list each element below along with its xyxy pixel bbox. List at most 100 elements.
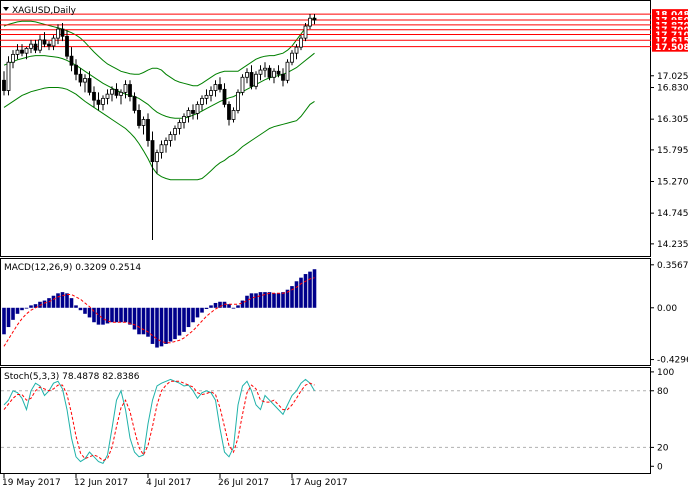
macd-histogram-bar	[69, 298, 74, 308]
stoch-axis: 100 80 20 0	[651, 368, 674, 472]
price-tick-label: 15.270	[657, 178, 688, 188]
candle-body-bull	[303, 25, 308, 39]
stoch-label: Stoch(5,3,3) 78.4878 82.8386	[4, 372, 140, 382]
candle-body-bear	[146, 119, 150, 141]
candle-body-bull	[290, 52, 294, 63]
candle-body-bear	[33, 43, 38, 51]
macd-histogram-bar	[222, 301, 227, 308]
macd-histogram-bar	[78, 307, 83, 311]
symbol-title[interactable]: XAGUSD,Daily	[3, 6, 77, 16]
macd-histogram-bar	[290, 286, 294, 308]
candle-body-bull	[200, 97, 204, 105]
macd-histogram-bar	[137, 307, 141, 335]
macd-histogram-bar	[209, 305, 213, 308]
macd-histogram-bar	[285, 289, 290, 308]
macd-histogram-bar	[105, 307, 110, 324]
candle-body-bull	[299, 37, 303, 48]
macd-histogram-bar	[303, 274, 308, 308]
price-axis: 17.025 16.830 16.305 15.795 15.270 14.745 14.2…	[651, 72, 688, 250]
macd-histogram-bar	[200, 307, 204, 313]
candle-body-bull	[294, 46, 299, 54]
candle-body-bear	[281, 73, 285, 81]
candle-body-bear	[150, 140, 155, 163]
candle-body-bull	[119, 91, 123, 96]
candle-body-bull	[51, 37, 56, 47]
candle-body-bull	[254, 73, 258, 87]
candle-body-bull	[272, 70, 276, 78]
candle-body-bear	[20, 49, 24, 54]
macd-histogram-bar	[2, 307, 6, 335]
candle-body-bull	[308, 17, 312, 27]
bollinger-middle-line	[3, 52, 315, 119]
macd-histogram-bar	[101, 307, 105, 325]
candle-body-bear	[42, 39, 47, 45]
macd-histogram-bar	[227, 304, 231, 308]
macd-histogram-bar	[236, 305, 240, 308]
time-tick-label: 12 Jun 2017	[74, 478, 128, 488]
macd-histogram-bar	[155, 307, 159, 348]
macd-histogram-bar	[146, 307, 150, 337]
bollinger-lower-line	[3, 87, 315, 181]
candle-body-bear	[96, 99, 101, 105]
time-tick-label: 19 May 2017	[2, 478, 61, 488]
candle-body-bear	[69, 55, 74, 66]
candle-body-bull	[177, 122, 182, 129]
macd-signal-line	[3, 277, 315, 347]
level-price-tag	[652, 9, 688, 20]
candle-body-bear	[249, 72, 254, 87]
candle-body-bull	[245, 72, 249, 78]
candle-body-bull	[123, 84, 128, 93]
macd-histogram-bar	[263, 292, 267, 308]
candle-body-bear	[114, 88, 119, 96]
price-tick-label: 16.305	[657, 115, 688, 125]
stoch-main-line	[3, 378, 315, 465]
level-price-tag	[652, 35, 688, 46]
macd-histogram-bar	[218, 301, 222, 308]
candle-body-bull	[236, 91, 240, 111]
price-tick-label: 14.235	[657, 240, 688, 250]
candle-body-bull	[182, 116, 186, 123]
candle-body-bear	[218, 84, 222, 90]
macd-histogram-bar	[240, 300, 245, 308]
candle-body-bear	[60, 28, 65, 37]
macd-histogram-bar	[164, 307, 168, 344]
candle-body-bear	[132, 96, 137, 111]
candle-body-bull	[155, 152, 159, 163]
candle-body-bull	[141, 119, 146, 126]
candle-body-bull	[6, 61, 11, 91]
macd-histogram-bar	[213, 302, 218, 308]
candle-body-bull	[168, 134, 173, 141]
macd-histogram-bar	[83, 307, 87, 314]
candle-body-bear	[137, 110, 141, 126]
macd-histogram-bar	[308, 271, 312, 308]
time-axis: 19 May 2017 12 Jun 2017 4 Jul 2017 26 Jul 2…	[2, 474, 348, 488]
candle-body-bull	[209, 90, 213, 96]
candle-body-bull	[83, 78, 87, 83]
macd-histogram-bar	[123, 307, 128, 323]
stoch-tick-label: 80	[657, 387, 669, 397]
level-price-label: 17.508	[655, 43, 688, 53]
candle-body-bear	[65, 35, 69, 57]
candle-body-bear	[267, 67, 272, 78]
symbol-label: XAGUSD,Daily	[12, 6, 77, 16]
candle-body-bear	[222, 88, 227, 105]
candle-body-bull	[231, 110, 236, 120]
macd-histogram-bar	[56, 293, 60, 308]
macd-histogram-bar	[168, 307, 173, 342]
price-tick-label: 17.025	[657, 72, 688, 82]
macd-histogram-bar	[119, 307, 123, 323]
candlesticks	[2, 14, 317, 240]
candle-body-bull	[29, 43, 33, 49]
candle-body-bull	[11, 53, 15, 63]
level-price-tag	[652, 29, 688, 40]
dropdown-triangle-icon[interactable]	[3, 7, 9, 11]
candle-body-bear	[47, 43, 51, 47]
time-tick-label: 17 Aug 2017	[290, 478, 348, 488]
candle-body-bull	[164, 140, 168, 146]
macd-histogram-bar	[114, 307, 119, 323]
macd-histogram-bar	[51, 295, 56, 308]
macd-histogram-bar	[128, 307, 132, 325]
candle-body-bull	[101, 97, 105, 105]
bollinger-upper-line	[3, 16, 315, 87]
